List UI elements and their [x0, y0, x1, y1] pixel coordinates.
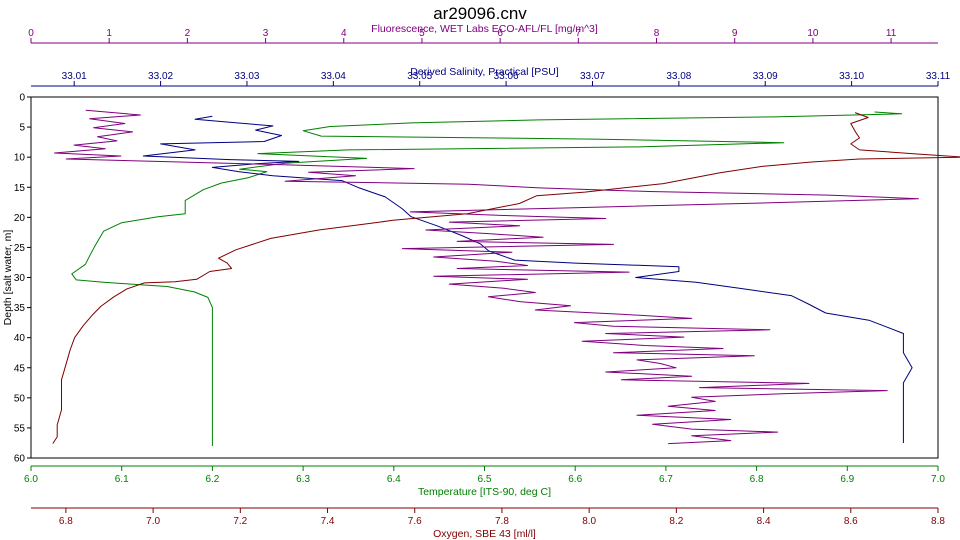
temperature-tick-label: 6.9 — [840, 474, 854, 485]
y-tick-label: 15 — [14, 183, 26, 194]
fluorescence-axis-title: Fluorescence, WET Labs ECO-AFL/FL [mg/m^… — [371, 23, 598, 35]
salinity-tick-label: 33.01 — [62, 71, 87, 82]
y-tick-label: 0 — [19, 93, 25, 104]
fluorescence-tick-label: 0 — [28, 28, 34, 39]
fluorescence-tick-label: 8 — [654, 28, 660, 39]
oxygen-axis-title: Oxygen, SBE 43 [ml/l] — [433, 528, 536, 540]
salinity-tick-label: 33.09 — [753, 71, 778, 82]
oxygen-tick-label: 8.8 — [931, 516, 945, 527]
chart-title: ar29096.cnv — [433, 4, 527, 23]
y-tick-label: 5 — [19, 123, 25, 134]
temperature-tick-label: 6.6 — [568, 474, 582, 485]
fluorescence-tick-label: 3 — [263, 28, 269, 39]
y-tick-label: 55 — [14, 423, 26, 434]
y-tick-label: 20 — [14, 213, 26, 224]
y-tick-label: 40 — [14, 333, 26, 344]
y-tick-label: 35 — [14, 303, 26, 314]
salinity-series-line — [142, 115, 913, 443]
temperature-tick-label: 6.1 — [115, 474, 129, 485]
fluorescence-tick-label: 6 — [497, 28, 503, 39]
salinity-tick-label: 33.10 — [839, 71, 864, 82]
fluorescence-tick-label: 7 — [576, 28, 582, 39]
salinity-tick-label: 33.11 — [926, 71, 951, 82]
salinity-tick-label: 33.08 — [666, 71, 691, 82]
fluorescence-tick-label: 1 — [106, 28, 112, 39]
temperature-axis-title: Temperature [ITS-90, deg C] — [418, 486, 551, 498]
y-axis-label: Depth [salt water, m] — [2, 230, 14, 326]
oxygen-tick-label: 8.0 — [582, 516, 596, 527]
y-tick-label: 25 — [14, 243, 26, 254]
temperature-series-line — [71, 111, 903, 446]
y-tick-label: 45 — [14, 363, 26, 374]
salinity-tick-label: 33.04 — [321, 71, 346, 82]
temperature-tick-label: 6.0 — [24, 474, 38, 485]
fluorescence-tick-label: 9 — [732, 28, 738, 39]
temperature-tick-label: 6.7 — [659, 474, 673, 485]
y-tick-label: 60 — [14, 454, 26, 465]
oxygen-tick-label: 7.8 — [495, 516, 509, 527]
y-tick-label: 30 — [14, 273, 26, 284]
salinity-tick-label: 33.06 — [494, 71, 519, 82]
temperature-tick-label: 6.4 — [387, 474, 401, 485]
salinity-tick-label: 33.05 — [407, 71, 432, 82]
temperature-tick-label: 6.3 — [296, 474, 310, 485]
oxygen-tick-label: 7.4 — [321, 516, 335, 527]
salinity-tick-label: 33.02 — [148, 71, 173, 82]
salinity-tick-label: 33.07 — [580, 71, 605, 82]
oxygen-series-line — [52, 112, 960, 444]
temperature-tick-label: 6.2 — [205, 474, 219, 485]
y-tick-label: 10 — [14, 153, 26, 164]
temperature-tick-label: 6.5 — [478, 474, 492, 485]
oxygen-tick-label: 7.2 — [233, 516, 247, 527]
oxygen-tick-label: 6.8 — [59, 516, 73, 527]
oxygen-tick-label: 8.2 — [669, 516, 683, 527]
fluorescence-tick-label: 11 — [886, 28, 897, 39]
oxygen-tick-label: 7.6 — [408, 516, 422, 527]
salinity-axis-title: Derived Salinity, Practical [PSU] — [410, 66, 559, 78]
oxygen-tick-label: 8.6 — [844, 516, 858, 527]
fluorescence-tick-label: 5 — [419, 28, 425, 39]
temperature-tick-label: 7.0 — [931, 474, 945, 485]
oxygen-tick-label: 8.4 — [757, 516, 771, 527]
temperature-tick-label: 6.8 — [750, 474, 764, 485]
fluorescence-tick-label: 10 — [807, 28, 819, 39]
fluorescence-series-line — [54, 109, 919, 445]
y-tick-label: 50 — [14, 393, 26, 404]
fluorescence-tick-label: 4 — [341, 28, 347, 39]
oxygen-tick-label: 7.0 — [146, 516, 160, 527]
fluorescence-tick-label: 2 — [185, 28, 191, 39]
salinity-tick-label: 33.03 — [234, 71, 259, 82]
